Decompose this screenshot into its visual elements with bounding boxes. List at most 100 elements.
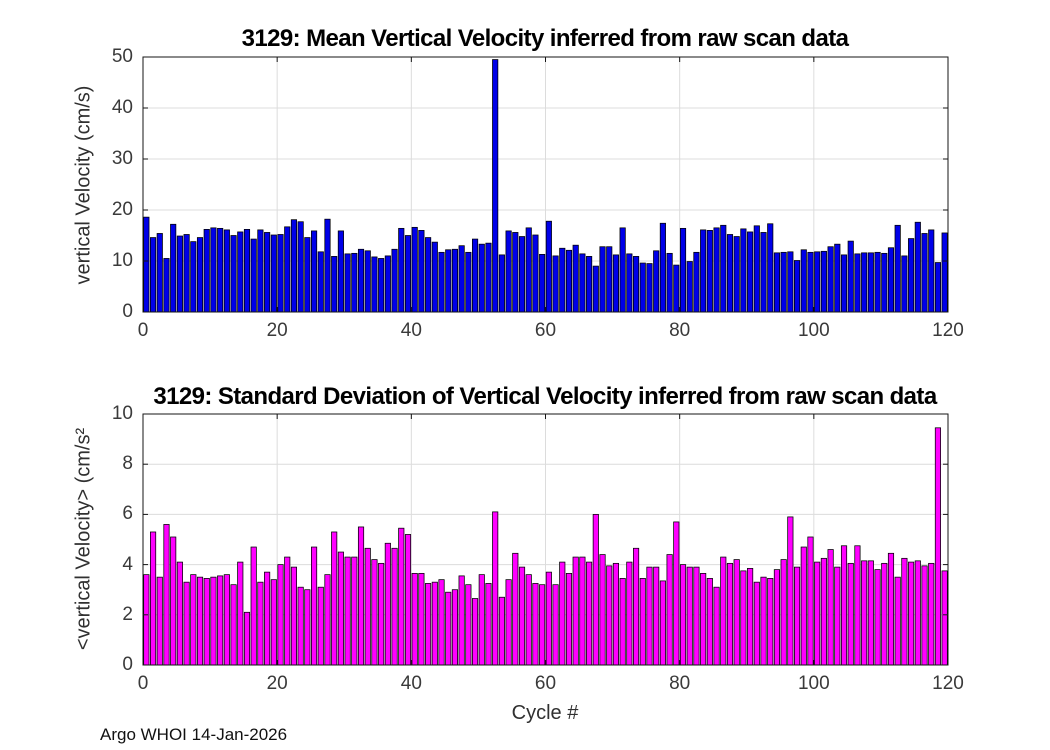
bar bbox=[934, 262, 941, 313]
bar bbox=[881, 252, 888, 313]
bar bbox=[773, 569, 780, 666]
bar bbox=[586, 561, 593, 666]
bar bbox=[612, 254, 619, 313]
bar bbox=[760, 232, 767, 313]
bar bbox=[606, 565, 613, 666]
bar bbox=[612, 562, 619, 666]
bar bbox=[908, 561, 915, 666]
bar bbox=[673, 264, 680, 313]
y-tick-label: 4 bbox=[122, 553, 133, 575]
bar bbox=[183, 234, 190, 313]
bar bbox=[787, 516, 794, 666]
bar bbox=[223, 229, 230, 313]
bar bbox=[505, 230, 512, 313]
y-tick-label: 10 bbox=[111, 403, 133, 424]
bar bbox=[465, 584, 472, 666]
bar bbox=[887, 552, 895, 666]
bar bbox=[304, 237, 311, 313]
bar bbox=[485, 583, 492, 666]
y-tick-label: 6 bbox=[122, 503, 133, 525]
bar bbox=[592, 265, 599, 313]
bar bbox=[498, 254, 505, 313]
bar bbox=[854, 253, 861, 313]
bar bbox=[633, 256, 640, 313]
bar bbox=[351, 556, 358, 666]
bar bbox=[512, 232, 519, 313]
bar bbox=[639, 578, 646, 666]
bar bbox=[518, 566, 526, 666]
bar bbox=[700, 229, 707, 313]
bar bbox=[874, 569, 881, 666]
bar bbox=[196, 237, 204, 313]
bar bbox=[753, 581, 760, 666]
bar bbox=[827, 246, 834, 313]
bar bbox=[317, 251, 324, 313]
bar bbox=[270, 234, 277, 313]
bar bbox=[485, 242, 492, 313]
bar bbox=[834, 566, 841, 666]
bar bbox=[344, 556, 351, 666]
bar bbox=[284, 226, 291, 313]
bar bbox=[767, 223, 774, 313]
y-tick-label: 0 bbox=[122, 654, 133, 675]
bar bbox=[143, 216, 150, 313]
bar bbox=[190, 574, 197, 666]
bar bbox=[371, 256, 378, 313]
bar bbox=[210, 576, 217, 666]
bar bbox=[800, 249, 807, 313]
bar bbox=[384, 255, 391, 313]
y-tick-label: 50 bbox=[111, 46, 133, 67]
bar bbox=[814, 561, 821, 666]
bar bbox=[237, 561, 244, 666]
x-tick-label: 120 bbox=[932, 673, 964, 694]
bar bbox=[250, 238, 257, 313]
bar bbox=[901, 255, 908, 313]
bar bbox=[492, 59, 499, 313]
bar bbox=[914, 221, 921, 313]
bar bbox=[357, 248, 365, 313]
bar bbox=[150, 237, 157, 313]
bar bbox=[773, 252, 780, 313]
x-tick-label: 40 bbox=[400, 320, 422, 341]
bar bbox=[170, 223, 177, 313]
bar bbox=[156, 576, 163, 666]
bar bbox=[230, 584, 237, 666]
bar bbox=[311, 546, 318, 666]
bar bbox=[934, 427, 941, 666]
bar bbox=[532, 583, 539, 666]
bar bbox=[679, 227, 687, 313]
bar bbox=[619, 578, 626, 666]
x-tick-label: 60 bbox=[534, 320, 557, 341]
bar bbox=[451, 248, 458, 313]
bar bbox=[217, 575, 224, 666]
bar bbox=[257, 229, 264, 313]
bar bbox=[264, 571, 271, 666]
bar bbox=[720, 556, 727, 666]
bar bbox=[237, 231, 244, 313]
y-tick-label: 40 bbox=[111, 97, 133, 118]
bar bbox=[539, 253, 546, 313]
bar bbox=[579, 253, 586, 313]
bar bbox=[653, 566, 660, 666]
bar bbox=[331, 256, 338, 313]
bar bbox=[726, 562, 734, 666]
bar bbox=[311, 230, 318, 313]
bar bbox=[518, 236, 526, 313]
bar bbox=[639, 262, 646, 313]
bar bbox=[445, 249, 452, 313]
bar bbox=[726, 234, 734, 313]
x-tick-label: 20 bbox=[266, 673, 288, 694]
bar bbox=[217, 227, 224, 313]
y-tick-label: 30 bbox=[111, 148, 133, 169]
x-tick-label: 100 bbox=[797, 320, 830, 341]
bar bbox=[740, 570, 747, 666]
bar bbox=[767, 578, 774, 666]
bar bbox=[391, 248, 398, 313]
bar bbox=[921, 233, 928, 313]
bar bbox=[337, 230, 344, 313]
x-tick-label: 100 bbox=[797, 673, 830, 694]
bar bbox=[552, 255, 559, 313]
bar bbox=[465, 251, 472, 313]
bar bbox=[760, 576, 767, 666]
bar bbox=[572, 244, 579, 313]
